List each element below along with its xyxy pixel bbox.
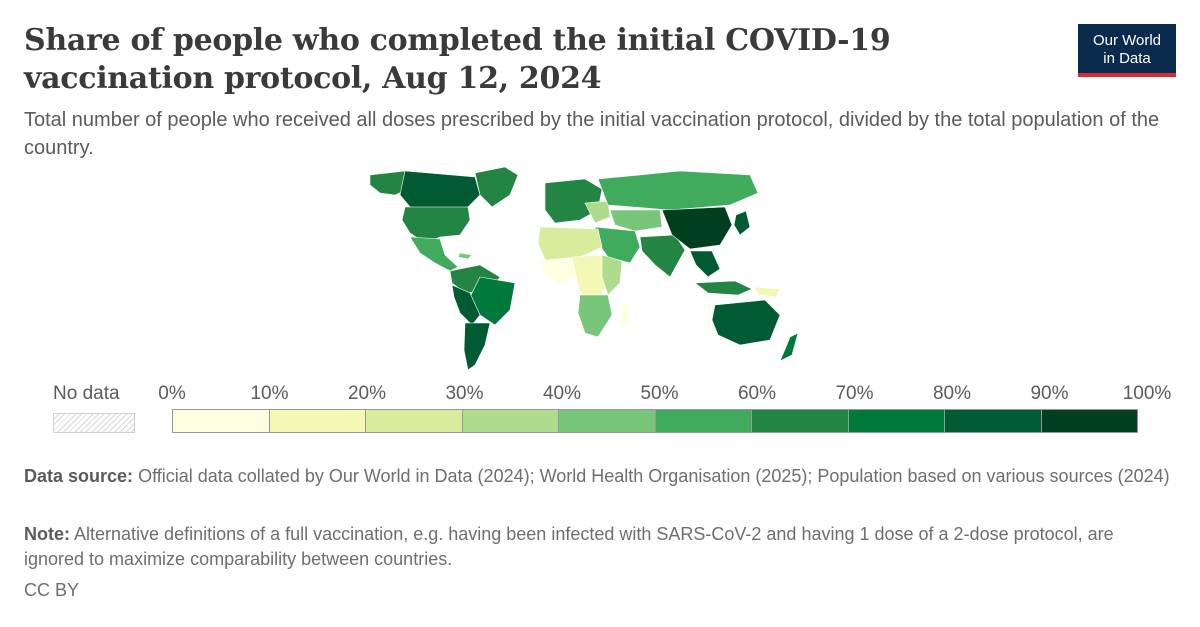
- source-text: Official data collated by Our World in D…: [138, 466, 1170, 486]
- legend-tick-label: 40%: [542, 383, 582, 404]
- license[interactable]: CC BY: [24, 580, 80, 600]
- no-data-swatch[interactable]: [53, 413, 135, 433]
- map-region-east-africa: [601, 254, 623, 296]
- map-region-china: [661, 206, 733, 250]
- map-region-north-africa: [537, 226, 603, 261]
- map-region-new-zealand: [779, 332, 799, 362]
- legend-bins: [172, 409, 1138, 433]
- map-region-japan: [733, 210, 751, 236]
- legend-tick-label: 0%: [158, 383, 186, 404]
- legend-tick-label: 70%: [835, 383, 874, 404]
- source-label: Data source:: [24, 466, 134, 486]
- map-region-europe: [544, 178, 603, 224]
- legend-bin[interactable]: [847, 409, 945, 433]
- legend-tick-label: 100%: [1122, 383, 1172, 404]
- legend-bin[interactable]: [268, 409, 366, 433]
- map-region-mexico: [409, 236, 459, 272]
- map-region-papua: [754, 286, 781, 298]
- map-region-caribbean: [457, 252, 473, 260]
- map-region-usa: [401, 206, 471, 244]
- map-region-indonesia: [694, 280, 753, 296]
- legend-tick-label: 20%: [347, 383, 387, 404]
- legend-bin[interactable]: [751, 409, 849, 433]
- no-data-label: No data: [53, 383, 120, 404]
- logo-line-2: in Data: [1103, 50, 1151, 67]
- legend-bin[interactable]: [172, 409, 270, 433]
- map-region-canada: [399, 170, 481, 210]
- world-map[interactable]: [340, 165, 820, 375]
- map-region-australia: [711, 299, 781, 346]
- chart-subtitle: Total number of people who received all …: [24, 109, 1160, 159]
- legend: No data 0% 10% 20% 30% 40% 50% 60% 70% 80% 90% 100…: [0, 375, 1200, 445]
- legend-tick-label: 30%: [445, 383, 484, 404]
- legend-bin[interactable]: [1040, 409, 1138, 433]
- legend-tick-label: 50%: [640, 383, 679, 404]
- map-region-madagascar: [619, 302, 631, 326]
- map-region-russia: [597, 170, 759, 211]
- legend-bin[interactable]: [365, 409, 463, 433]
- chart-title: Share of people who completed the initia…: [24, 23, 891, 96]
- owid-logo[interactable]: Our World in Data: [1078, 24, 1176, 77]
- data-source: Data source: Official data collated by O…: [24, 464, 1174, 489]
- map-region-south-asia: [639, 234, 686, 278]
- legend-tick-label: 80%: [932, 383, 972, 404]
- legend-bin[interactable]: [944, 409, 1042, 433]
- legend-bin[interactable]: [461, 409, 559, 433]
- legend-bin[interactable]: [654, 409, 752, 433]
- map-region-southern-cone: [463, 322, 491, 371]
- map-region-central-asia: [609, 209, 663, 232]
- chart-note: Note: Alternative definitions of a full …: [24, 522, 1174, 572]
- legend-bin[interactable]: [558, 409, 656, 433]
- map-region-southern-africa: [577, 294, 613, 338]
- map-region-greenland: [474, 166, 519, 208]
- legend-tick-label: 60%: [737, 383, 777, 404]
- map-region-southeast-asia: [689, 250, 721, 278]
- map-region-eastern-europe: [584, 200, 611, 224]
- note-label: Note:: [24, 524, 70, 544]
- legend-tick-label: 10%: [250, 383, 289, 404]
- legend-tick-label: 90%: [1030, 383, 1069, 404]
- note-text: Alternative definitions of a full vaccin…: [24, 524, 1114, 569]
- logo-line-1: Our World: [1092, 32, 1162, 49]
- map-region-west-africa: [539, 259, 579, 284]
